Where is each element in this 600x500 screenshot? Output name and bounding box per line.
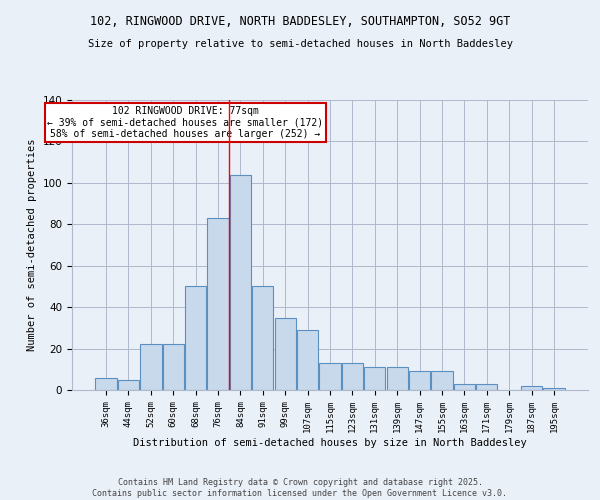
Text: Contains HM Land Registry data © Crown copyright and database right 2025.
Contai: Contains HM Land Registry data © Crown c… [92, 478, 508, 498]
Text: 102, RINGWOOD DRIVE, NORTH BADDESLEY, SOUTHAMPTON, SO52 9GT: 102, RINGWOOD DRIVE, NORTH BADDESLEY, SO… [90, 15, 510, 28]
Y-axis label: Number of semi-detached properties: Number of semi-detached properties [27, 138, 37, 352]
Bar [230, 174, 251, 390]
Bar [431, 372, 452, 390]
Bar [386, 367, 408, 390]
Bar [297, 330, 318, 390]
Text: Size of property relative to semi-detached houses in North Baddesley: Size of property relative to semi-detach… [88, 39, 512, 49]
Bar [118, 380, 139, 390]
Bar [454, 384, 475, 390]
Bar [409, 372, 430, 390]
Bar [275, 318, 296, 390]
Bar [140, 344, 161, 390]
Text: 102 RINGWOOD DRIVE: 77sqm
← 39% of semi-detached houses are smaller (172)
58% of: 102 RINGWOOD DRIVE: 77sqm ← 39% of semi-… [47, 106, 323, 139]
Bar [476, 384, 497, 390]
Bar [208, 218, 229, 390]
X-axis label: Distribution of semi-detached houses by size in North Baddesley: Distribution of semi-detached houses by … [133, 438, 527, 448]
Bar [364, 367, 385, 390]
Bar [95, 378, 117, 390]
Bar [342, 363, 363, 390]
Bar [185, 286, 206, 390]
Bar [521, 386, 542, 390]
Bar [319, 363, 341, 390]
Bar [252, 286, 274, 390]
Bar [543, 388, 565, 390]
Bar [163, 344, 184, 390]
